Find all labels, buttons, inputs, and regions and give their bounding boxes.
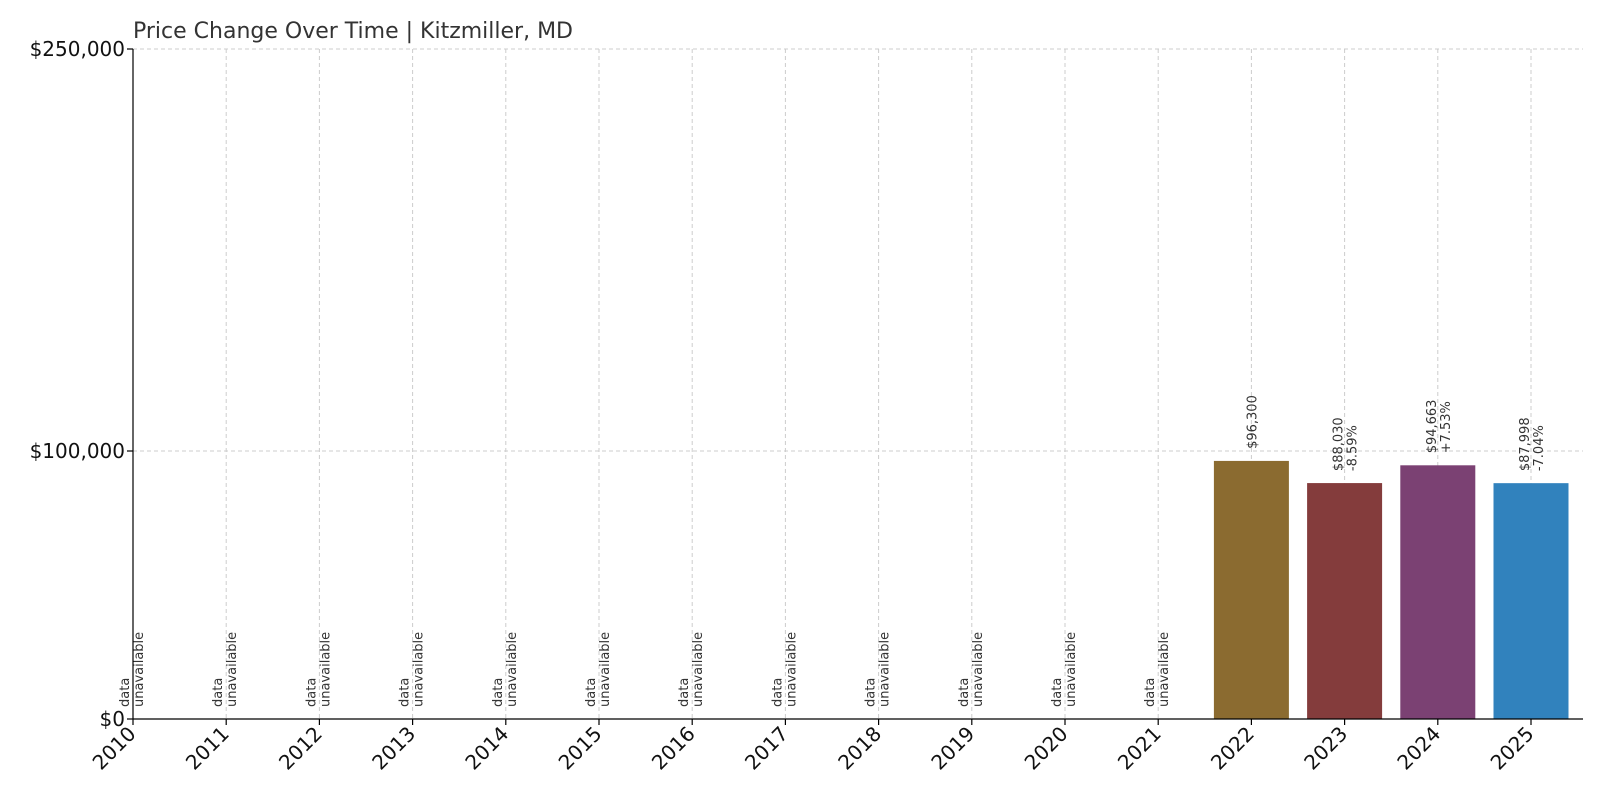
data-unavailable-line2: unavailable [505, 632, 520, 707]
data-unavailable-label: dataunavailable [118, 632, 147, 707]
bar-2025 [1493, 483, 1569, 719]
bar-change-text: -8.59% [1346, 425, 1361, 471]
x-tick-label: 2012 [274, 722, 327, 775]
bar-value-label: $94,663+7.53% [1425, 400, 1454, 454]
bar-2023 [1307, 483, 1383, 719]
data-unavailable-line1: data [304, 678, 319, 707]
data-unavailable-label: dataunavailable [677, 632, 706, 707]
x-tick-label: 2021 [1113, 722, 1166, 775]
x-tick-label: 2023 [1299, 722, 1352, 775]
data-unavailable-line2: unavailable [598, 632, 613, 707]
data-unavailable-line2: unavailable [971, 632, 986, 707]
y-tick-label: $250,000 [30, 37, 125, 61]
bars [1213, 460, 1569, 719]
data-unavailable-line2: unavailable [225, 632, 240, 707]
data-unavailable-line2: unavailable [412, 632, 427, 707]
bar-value-text: $94,663 [1425, 400, 1440, 454]
data-unavailable-label: dataunavailable [770, 632, 799, 707]
data-unavailable-label: dataunavailable [211, 632, 240, 707]
bar-value-label: $88,030-8.59% [1332, 417, 1361, 471]
data-unavailable-line2: unavailable [1064, 632, 1079, 707]
x-axis-ticks: 2010 2011 2012 2013 2014 2015 2016 2017 2018 2019… [88, 719, 1539, 775]
data-unavailable-label: dataunavailable [491, 632, 520, 707]
chart-title: Price Change Over Time | Kitzmiller, MD [133, 19, 573, 44]
bar-value-text: $87,998 [1518, 417, 1533, 471]
y-tick-label: $100,000 [30, 439, 125, 463]
bar-value-label: $96,300 [1245, 395, 1260, 449]
data-unavailable-label: dataunavailable [864, 632, 893, 707]
data-unavailable-line1: data [677, 678, 692, 707]
x-tick-label: 2017 [740, 722, 793, 775]
data-unavailable-line1: data [1050, 678, 1065, 707]
data-unavailable-line2: unavailable [784, 632, 799, 707]
x-tick-label: 2022 [1206, 722, 1259, 775]
data-unavailable-line2: unavailable [318, 632, 333, 707]
bar-change-text: -7.04% [1532, 425, 1547, 471]
data-unavailable-line1: data [770, 678, 785, 707]
data-unavailable-line2: unavailable [878, 632, 893, 707]
data-unavailable-line1: data [864, 678, 879, 707]
data-unavailable-label: dataunavailable [304, 632, 333, 707]
x-tick-label: 2025 [1486, 722, 1539, 775]
x-tick-label: 2018 [833, 722, 886, 775]
data-unavailable-label: dataunavailable [1143, 632, 1172, 707]
bar-change-text: +7.53% [1439, 401, 1454, 453]
x-tick-label: 2019 [926, 722, 979, 775]
x-tick-label: 2024 [1392, 722, 1445, 775]
bar-labels: dataunavailable dataunavailable dataunavai… [118, 395, 1547, 707]
data-unavailable-line1: data [957, 678, 972, 707]
bar-2022 [1213, 460, 1289, 719]
x-tick-label: 2020 [1020, 722, 1073, 775]
data-unavailable-line1: data [1143, 678, 1158, 707]
y-axis-ticks: $0 $100,000 $250,000 [30, 37, 133, 731]
data-unavailable-label: dataunavailable [398, 632, 427, 707]
data-unavailable-line2: unavailable [1157, 632, 1172, 707]
data-unavailable-line2: unavailable [132, 632, 147, 707]
data-unavailable-line2: unavailable [691, 632, 706, 707]
x-tick-label: 2013 [367, 722, 420, 775]
data-unavailable-label: dataunavailable [584, 632, 613, 707]
x-tick-label: 2016 [647, 722, 700, 775]
x-tick-label: 2015 [554, 722, 607, 775]
data-unavailable-label: dataunavailable [1050, 632, 1079, 707]
x-tick-label: 2011 [181, 722, 234, 775]
data-unavailable-line1: data [584, 678, 599, 707]
bar-2024 [1400, 465, 1476, 719]
bar-value-label: $87,998-7.04% [1518, 417, 1547, 471]
y-tick-label: $0 [100, 707, 125, 731]
x-tick-label: 2014 [460, 722, 513, 775]
data-unavailable-line1: data [491, 678, 506, 707]
data-unavailable-line1: data [211, 678, 226, 707]
bar-value-text: $96,300 [1245, 395, 1260, 449]
data-unavailable-line1: data [118, 678, 133, 707]
data-unavailable-line1: data [398, 678, 413, 707]
bar-value-text: $88,030 [1332, 417, 1347, 471]
data-unavailable-label: dataunavailable [957, 632, 986, 707]
